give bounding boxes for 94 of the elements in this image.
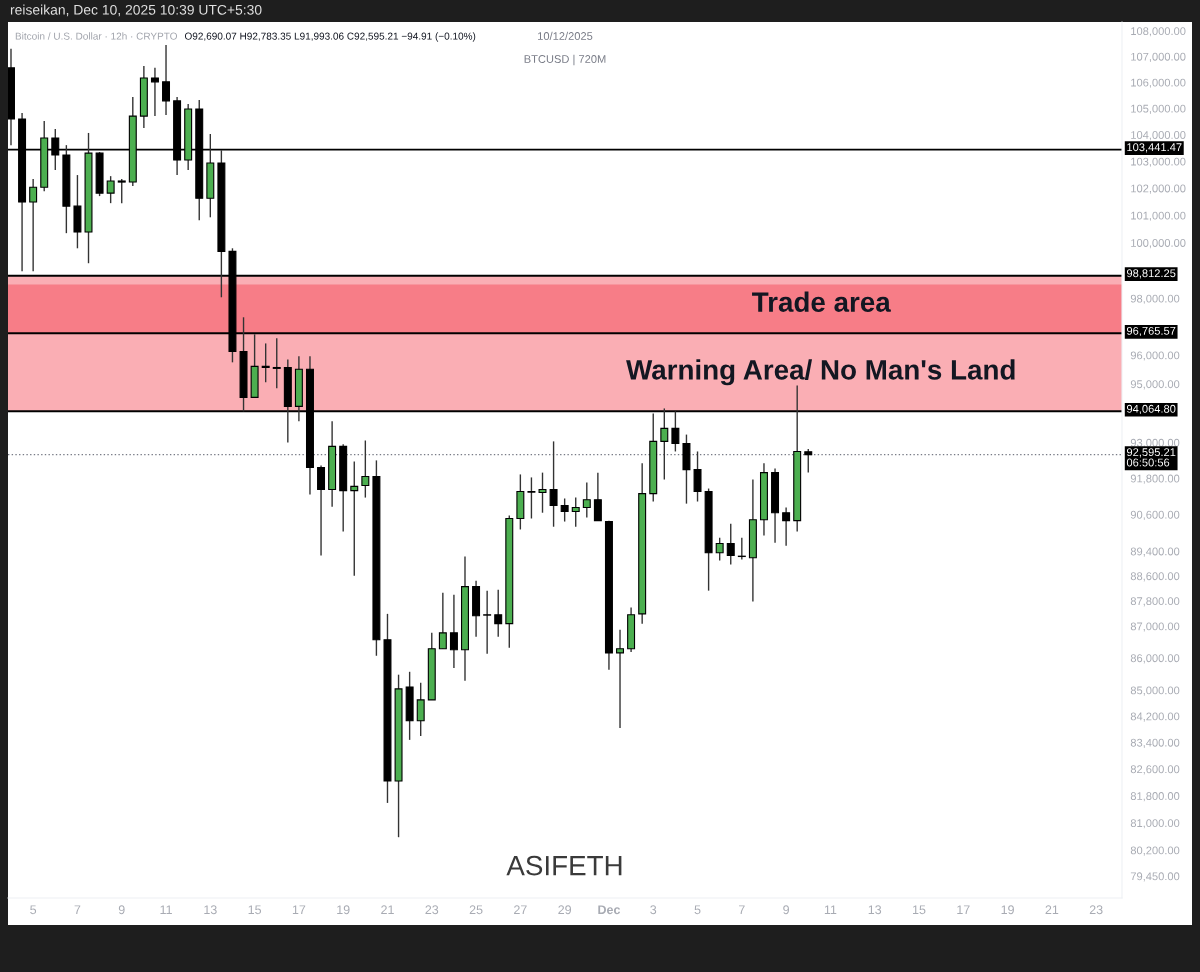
- candlestick: [361, 439, 370, 499]
- candlestick: [549, 440, 558, 528]
- candlestick: [715, 537, 724, 562]
- candlestick: [494, 589, 503, 638]
- x-tick-label: 13: [868, 905, 882, 915]
- annotation: O92,690.07 H92,783.35 L91,993.06 C92,595.21 −94.91 (−0.10%): [184, 32, 476, 42]
- candlestick: [29, 178, 38, 272]
- y-tick-label: 102,000.00: [1131, 184, 1186, 194]
- candlestick: [582, 481, 591, 519]
- y-tick-label: 81,000.00: [1130, 819, 1180, 829]
- x-tick-label: 23: [1089, 905, 1103, 915]
- x-tick-label: 7: [738, 905, 745, 914]
- y-tick-label: 93,000.00: [1130, 438, 1180, 449]
- candlestick: [538, 471, 547, 514]
- candlestick: [117, 178, 126, 204]
- x-tick-label: 9: [118, 905, 125, 915]
- annotation: BTCUSD | 720M: [524, 54, 606, 66]
- x-tick-label: 15: [913, 905, 926, 915]
- x-tick-label: 11: [824, 905, 837, 914]
- candlestick: [350, 460, 359, 577]
- candlestick: [616, 628, 625, 729]
- y-tick-label: 103,000.00: [1131, 157, 1186, 167]
- y-tick-label: 89,400.00: [1130, 547, 1180, 557]
- x-tick-label: 27: [514, 905, 527, 914]
- candlestick: [150, 67, 159, 117]
- y-tick-label: 81,800.00: [1130, 792, 1180, 802]
- x-tick-label: 3: [650, 905, 657, 915]
- x-tick-label: Dec: [598, 905, 621, 915]
- x-tick-label: 17: [957, 905, 970, 914]
- y-tick-label: 80,200.00: [1130, 846, 1180, 856]
- candlestick: [438, 592, 447, 650]
- y-tick-label: 82,600.00: [1130, 765, 1180, 775]
- ref-line-label: 96,765.57: [1126, 326, 1176, 337]
- candlestick: [693, 450, 702, 503]
- x-tick-label: 21: [381, 905, 394, 914]
- text: reiseikan, Dec 10, 2025 10:39 UTC+5:30: [10, 4, 262, 17]
- y-tick-label: 90,600.00: [1130, 510, 1180, 520]
- band-label: Trade area: [752, 291, 891, 312]
- candlestick: [527, 476, 536, 520]
- ref-line-label: 94,064.80: [1126, 404, 1176, 415]
- candlestick: [106, 175, 115, 204]
- x-tick-label: 17: [292, 905, 306, 914]
- annotation: 10/12/2025: [538, 31, 593, 40]
- annotation: ASIFETH: [506, 855, 622, 876]
- y-tick-label: 107,000.00: [1131, 52, 1186, 62]
- y-tick-label: 79,450.00: [1130, 872, 1180, 882]
- y-tick-label: 86,000.00: [1130, 654, 1180, 664]
- x-tick-label: 15: [248, 905, 262, 915]
- candlestick: [261, 342, 270, 383]
- x-tick-label: 9: [783, 905, 789, 915]
- y-tick-label: 101,000.00: [1131, 211, 1186, 221]
- y-tick-label: 98,000.00: [1130, 294, 1180, 304]
- ref-line-label: 98,812.25: [1126, 269, 1176, 279]
- candlestick: [571, 496, 580, 528]
- y-tick-label: 100,000.00: [1131, 239, 1186, 249]
- y-tick-label: 105,000.00: [1131, 104, 1186, 114]
- y-tick-label: 88,600.00: [1130, 572, 1180, 582]
- y-tick-label: 83,400.00: [1130, 738, 1180, 748]
- candlestick: [449, 594, 458, 669]
- candlestick: [317, 464, 326, 557]
- y-tick-label: 104,000.00: [1131, 131, 1186, 141]
- candlestick: [593, 471, 602, 522]
- x-tick-label: 13: [204, 905, 217, 915]
- y-tick-label: 85,000.00: [1130, 686, 1180, 696]
- x-tick-label: 19: [337, 905, 350, 915]
- y-tick-label: 106,000.00: [1131, 78, 1186, 88]
- y-tick-label: 87,800.00: [1130, 597, 1180, 607]
- x-tick-label: 19: [1001, 905, 1014, 915]
- y-tick-label: 95,000.00: [1130, 380, 1180, 390]
- x-tick-label: 5: [30, 905, 37, 915]
- band-label: Warning Area/ No Man's Land: [626, 359, 1015, 386]
- y-tick-label: 108,000.00: [1131, 27, 1186, 37]
- candlestick: [272, 337, 281, 390]
- ref-line-label: 92,595.21 06:50:56: [1126, 448, 1176, 467]
- x-tick-label: 23: [425, 905, 439, 915]
- candlestick: [726, 522, 735, 566]
- text: Bitcoin / U.S. Dollar · 12h · CRYPTO: [15, 32, 177, 40]
- y-tick-label: 91,800.00: [1130, 474, 1180, 484]
- candlestick: [162, 44, 171, 116]
- candlestick: [416, 682, 425, 737]
- x-tick-label: 11: [160, 905, 172, 914]
- x-tick-label: 5: [694, 905, 701, 915]
- candlestick: [804, 448, 813, 474]
- y-tick-label: 96,000.00: [1130, 351, 1180, 361]
- y-tick-label: 87,000.00: [1130, 622, 1180, 632]
- candlestick: [483, 589, 492, 655]
- y-tick-label: 84,200.00: [1130, 712, 1180, 722]
- ref-line-label: 103,441.47: [1127, 143, 1182, 153]
- x-tick-label: 7: [74, 905, 81, 914]
- candlestick: [560, 497, 569, 523]
- candlestick: [782, 506, 791, 547]
- x-tick-label: 21: [1045, 905, 1059, 914]
- x-tick-label: 25: [469, 905, 483, 915]
- x-tick-label: 29: [558, 905, 572, 915]
